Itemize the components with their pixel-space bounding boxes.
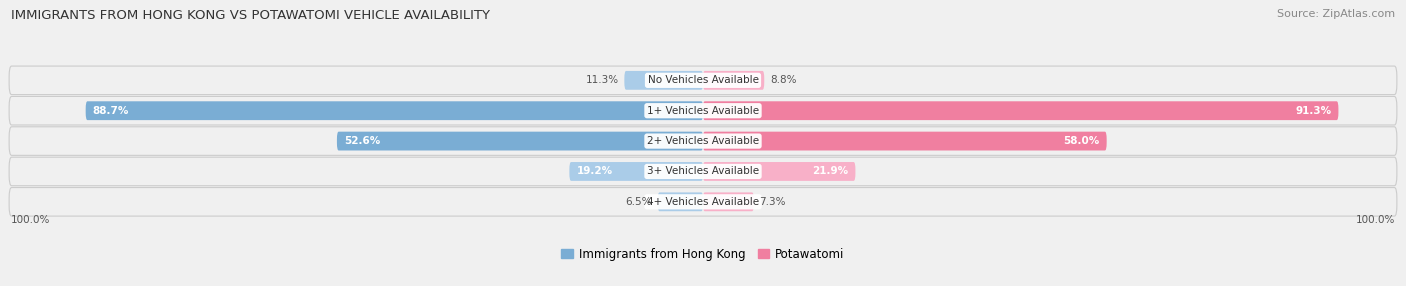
Text: 91.3%: 91.3% <box>1295 106 1331 116</box>
FancyBboxPatch shape <box>624 71 703 90</box>
FancyBboxPatch shape <box>703 192 754 211</box>
FancyBboxPatch shape <box>8 157 1398 186</box>
FancyBboxPatch shape <box>86 101 703 120</box>
Text: No Vehicles Available: No Vehicles Available <box>648 75 758 85</box>
Text: 8.8%: 8.8% <box>770 75 796 85</box>
Text: 88.7%: 88.7% <box>93 106 129 116</box>
Text: 2+ Vehicles Available: 2+ Vehicles Available <box>647 136 759 146</box>
Text: 4+ Vehicles Available: 4+ Vehicles Available <box>647 197 759 207</box>
FancyBboxPatch shape <box>569 162 703 181</box>
Text: 3+ Vehicles Available: 3+ Vehicles Available <box>647 166 759 176</box>
FancyBboxPatch shape <box>8 96 1398 125</box>
Text: 6.5%: 6.5% <box>626 197 652 207</box>
Text: 19.2%: 19.2% <box>576 166 613 176</box>
Text: IMMIGRANTS FROM HONG KONG VS POTAWATOMI VEHICLE AVAILABILITY: IMMIGRANTS FROM HONG KONG VS POTAWATOMI … <box>11 9 491 21</box>
Text: 58.0%: 58.0% <box>1063 136 1099 146</box>
Text: 7.3%: 7.3% <box>759 197 786 207</box>
Text: 1+ Vehicles Available: 1+ Vehicles Available <box>647 106 759 116</box>
Text: 100.0%: 100.0% <box>10 215 49 225</box>
Text: Source: ZipAtlas.com: Source: ZipAtlas.com <box>1277 9 1395 19</box>
FancyBboxPatch shape <box>658 192 703 211</box>
Legend: Immigrants from Hong Kong, Potawatomi: Immigrants from Hong Kong, Potawatomi <box>557 243 849 265</box>
Text: 52.6%: 52.6% <box>344 136 380 146</box>
FancyBboxPatch shape <box>337 132 703 150</box>
Text: 11.3%: 11.3% <box>586 75 619 85</box>
FancyBboxPatch shape <box>703 101 1339 120</box>
FancyBboxPatch shape <box>8 127 1398 155</box>
FancyBboxPatch shape <box>703 71 765 90</box>
FancyBboxPatch shape <box>8 66 1398 95</box>
Text: 21.9%: 21.9% <box>813 166 848 176</box>
FancyBboxPatch shape <box>8 188 1398 216</box>
FancyBboxPatch shape <box>703 132 1107 150</box>
FancyBboxPatch shape <box>703 162 855 181</box>
Text: 100.0%: 100.0% <box>1357 215 1396 225</box>
